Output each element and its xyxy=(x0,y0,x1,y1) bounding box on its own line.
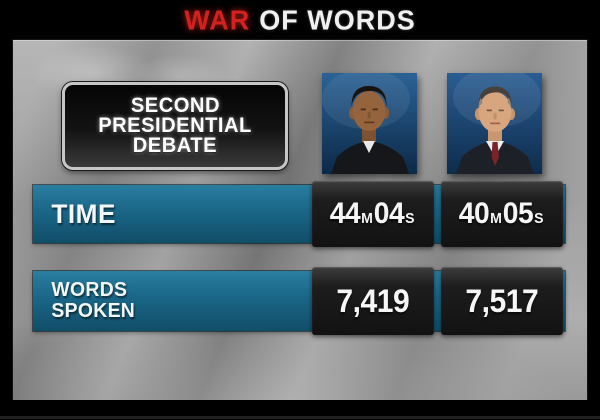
flag-panel: SECOND PRESIDENTIAL DEBATE xyxy=(13,40,587,400)
time-romney-seconds-unit: S xyxy=(534,210,544,227)
time-obama-minutes-unit: M xyxy=(361,210,374,227)
romney-portrait-icon xyxy=(447,73,542,174)
badge-line: PRESIDENTIAL xyxy=(98,114,252,137)
time-value-obama-text: 44 M 04 S xyxy=(330,197,416,231)
page-title: WAR OF WORDS xyxy=(184,4,416,36)
bottom-black-strip xyxy=(0,400,600,420)
obama-portrait-icon xyxy=(322,73,417,174)
words-value-romney-text: 7,517 xyxy=(465,282,539,319)
header-bar: WAR OF WORDS xyxy=(0,0,600,40)
words-row-label: WORDS SPOKEN xyxy=(33,280,135,322)
words-value-obama-text: 7,419 xyxy=(336,282,410,319)
bottom-edge-line xyxy=(0,416,600,419)
romney-portrait xyxy=(447,73,542,174)
time-romney-minutes-unit: M xyxy=(490,210,503,227)
badge-line: SECOND xyxy=(130,94,220,117)
badge-line: DEBATE xyxy=(132,134,218,157)
time-obama-seconds-unit: S xyxy=(405,210,415,227)
words-value-obama: 7,419 xyxy=(312,267,434,335)
time-romney-minutes: 40 xyxy=(459,197,490,230)
time-row: TIME 44 M 04 S 40 M 05 S xyxy=(33,181,565,247)
words-label-line2: SPOKEN xyxy=(51,300,136,322)
time-value-romney-text: 40 M 05 S xyxy=(459,197,545,231)
time-value-romney: 40 M 05 S xyxy=(441,181,563,247)
words-row: WORDS SPOKEN 7,419 7,517 xyxy=(33,267,565,335)
time-obama-seconds: 04 xyxy=(374,197,405,230)
words-value-romney: 7,517 xyxy=(441,267,563,335)
title-rest: OF WORDS xyxy=(259,3,416,36)
words-label-line1: WORDS xyxy=(51,279,128,301)
time-obama-minutes: 44 xyxy=(330,197,361,230)
time-value-obama: 44 M 04 S xyxy=(312,181,434,247)
obama-portrait xyxy=(322,73,417,174)
debate-title-badge: SECOND PRESIDENTIAL DEBATE xyxy=(62,82,288,170)
time-romney-seconds: 05 xyxy=(503,197,534,230)
title-accent: WAR xyxy=(184,3,251,36)
time-row-label: TIME xyxy=(51,198,116,229)
